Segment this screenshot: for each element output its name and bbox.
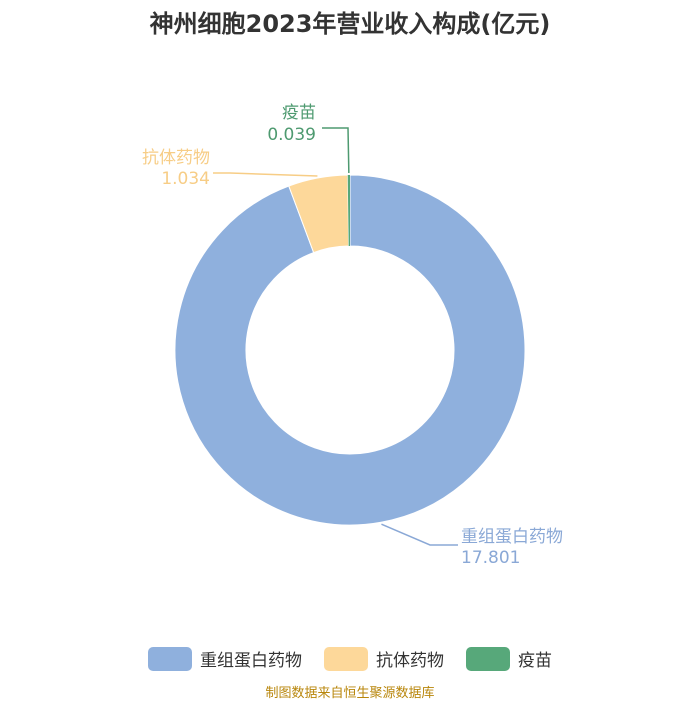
legend-label: 疫苗 xyxy=(518,651,552,671)
legend-swatch xyxy=(324,646,368,671)
slice-recombinant-protein[interactable] xyxy=(174,174,526,526)
legend-swatch xyxy=(466,646,510,671)
chart-title: 神州细胞2023年营业收入构成(亿元) xyxy=(149,10,551,38)
legend-item-recombinant-protein[interactable]: 重组蛋白药物 xyxy=(148,646,302,671)
leader-line xyxy=(213,172,318,177)
legend-swatch xyxy=(148,646,192,671)
label-antibody-value: 1.034 xyxy=(161,169,210,189)
label-antibody-category: 抗体药物 xyxy=(142,148,210,168)
leader-line xyxy=(381,523,458,546)
legend-item-antibody[interactable]: 抗体药物 xyxy=(324,646,444,671)
legend-label: 抗体药物 xyxy=(376,651,444,671)
legend: 重组蛋白药物 抗体药物 疫苗 xyxy=(0,646,700,671)
legend-label: 重组蛋白药物 xyxy=(200,651,302,671)
slice-vaccine[interactable] xyxy=(347,175,350,247)
leader-line xyxy=(322,127,350,174)
source-note: 制图数据来自恒生聚源数据库 xyxy=(265,686,435,701)
label-vaccine-value: 0.039 xyxy=(267,125,316,145)
label-recombinant-protein-value: 17.801 xyxy=(461,548,520,568)
legend-item-vaccine[interactable]: 疫苗 xyxy=(466,646,552,671)
label-recombinant-protein-category: 重组蛋白药物 xyxy=(461,527,563,547)
label-vaccine-category: 疫苗 xyxy=(282,103,316,123)
